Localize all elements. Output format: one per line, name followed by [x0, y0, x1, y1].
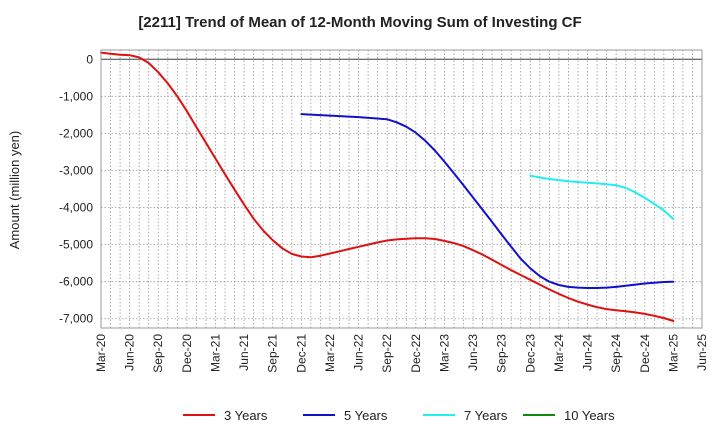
legend-label: 10 Years [564, 408, 615, 423]
y-tick-label: -5,000 [59, 238, 93, 252]
x-tick-label: Mar-22 [323, 334, 337, 372]
x-tick-label: Dec-21 [294, 334, 308, 373]
series-line-7-years [529, 174, 675, 220]
x-tick-label: Jun-23 [466, 334, 480, 371]
x-tick-label: Sep-21 [266, 334, 280, 373]
x-tick-label: Dec-24 [638, 334, 652, 373]
x-tick-label: Jun-22 [352, 334, 366, 371]
x-tick-label: Mar-23 [437, 334, 451, 372]
y-tick-label: -7,000 [59, 312, 93, 326]
x-tick-label: Sep-20 [151, 334, 165, 373]
x-tick-label: Sep-22 [380, 334, 394, 373]
legend-label: 5 Years [344, 408, 388, 423]
x-tick-label: Dec-23 [523, 334, 537, 373]
legend-label: 7 Years [464, 408, 508, 423]
x-tick-label: Mar-24 [552, 334, 566, 372]
y-tick-label: -2,000 [59, 126, 93, 140]
legend-label: 3 Years [224, 408, 268, 423]
y-tick-label: -4,000 [59, 201, 93, 215]
y-axis-title: Amount (million yen) [7, 131, 22, 250]
y-tick-labels: 0 -1,000 -2,000 -3,000 -4,000 -5,000 -6,000 -7,… [59, 52, 93, 325]
series-line-5-years [300, 113, 675, 289]
x-tick-labels: Mar-20 Jun-20 Sep-20 Dec-20 Mar-21 Jun-21 Sep-… [94, 334, 709, 373]
y-tick-label: 0 [86, 52, 93, 66]
x-tick-label: Mar-25 [666, 334, 680, 372]
x-tick-label: Dec-20 [180, 334, 194, 373]
x-tick-label: Sep-23 [495, 334, 509, 373]
x-tick-label: Mar-20 [94, 334, 108, 372]
x-tick-label: Jun-21 [237, 334, 251, 371]
legend: 3 Years 5 Years 7 Years 10 Years [183, 408, 615, 423]
x-tick-label: Dec-22 [409, 334, 423, 373]
chart-title: [2211] Trend of Mean of 12-Month Moving … [138, 14, 582, 31]
y-tick-label: -1,000 [59, 89, 93, 103]
y-tick-label: -6,000 [59, 275, 93, 289]
x-tick-label: Jun-25 [695, 334, 709, 371]
x-tick-label: Mar-21 [208, 334, 222, 372]
plot-frame [100, 49, 703, 329]
x-tick-label: Jun-24 [581, 334, 595, 371]
x-tick-label: Sep-24 [609, 334, 623, 373]
x-tick-label: Jun-20 [123, 334, 137, 371]
y-tick-label: -3,000 [59, 163, 93, 177]
series-layer [100, 51, 675, 322]
series-line-3-years [100, 51, 675, 322]
